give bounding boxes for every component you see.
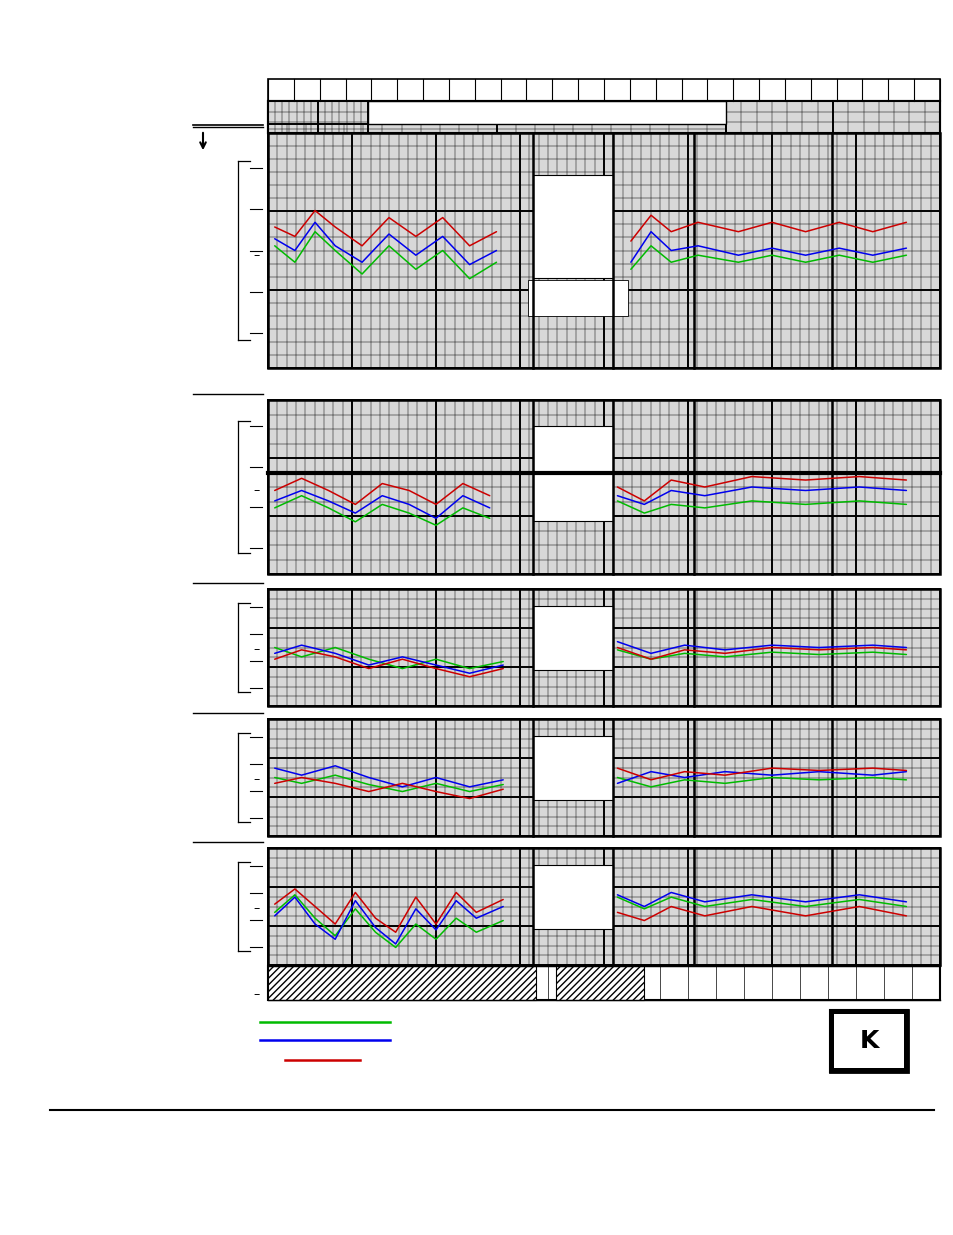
Bar	[268, 133, 939, 368]
Bar	[268, 79, 939, 101]
Bar	[527, 280, 627, 316]
Bar	[833, 1014, 903, 1068]
Bar	[268, 848, 939, 965]
Bar	[533, 426, 613, 521]
Bar	[829, 1010, 907, 1072]
Bar	[268, 101, 939, 133]
Bar	[268, 719, 939, 836]
Text: –: –	[253, 248, 260, 262]
Text: K: K	[859, 1029, 878, 1053]
Bar	[533, 606, 613, 671]
Bar	[533, 736, 613, 800]
Bar	[268, 101, 368, 133]
Bar	[268, 719, 939, 836]
Bar	[268, 124, 725, 133]
Text: –: –	[253, 773, 260, 787]
Bar	[268, 589, 939, 706]
Text: –: –	[253, 903, 260, 915]
Text: –: –	[253, 988, 260, 1002]
Bar	[268, 848, 939, 965]
Bar	[268, 400, 939, 574]
Bar	[268, 966, 939, 1000]
Text: –: –	[253, 643, 260, 656]
Bar	[368, 101, 725, 124]
Bar	[725, 101, 939, 133]
Bar	[829, 1010, 907, 1072]
Bar	[268, 101, 939, 133]
Bar	[268, 133, 939, 368]
Bar	[268, 400, 939, 574]
Bar	[268, 589, 939, 706]
Text: –: –	[253, 484, 260, 496]
Bar	[556, 966, 643, 1000]
Bar	[268, 966, 536, 1000]
Bar	[533, 175, 613, 278]
Bar	[533, 864, 613, 929]
